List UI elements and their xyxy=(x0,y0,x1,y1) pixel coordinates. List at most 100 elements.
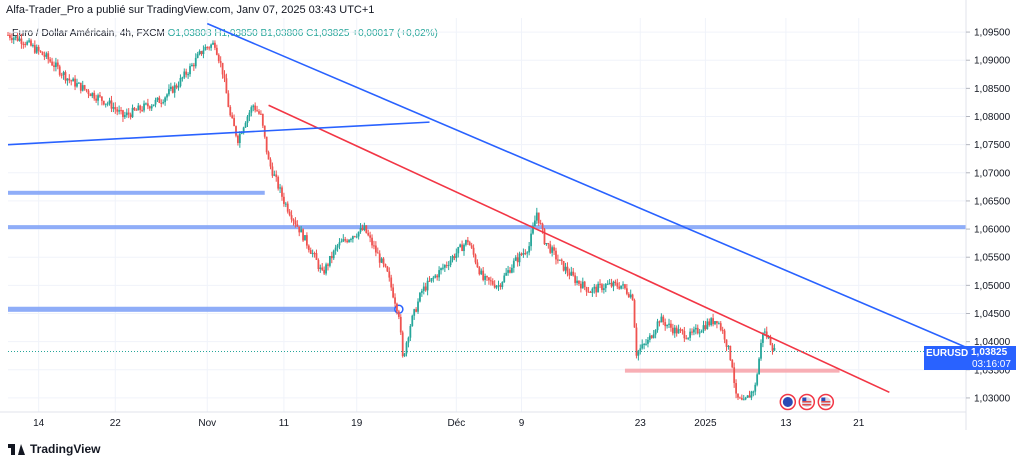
candle-body xyxy=(158,97,161,103)
candle-body xyxy=(712,318,714,325)
candle-body xyxy=(708,321,711,326)
candle-body xyxy=(256,110,258,112)
candle-body xyxy=(56,62,59,67)
candle-body xyxy=(135,109,138,111)
candle-body xyxy=(367,232,370,236)
candle-body xyxy=(564,266,567,271)
candle-body xyxy=(482,270,485,280)
candle-body xyxy=(315,253,318,260)
candle-body xyxy=(631,294,634,301)
candle-body xyxy=(16,36,19,41)
candle-body xyxy=(384,264,387,267)
candle-body xyxy=(499,285,502,287)
candle-body xyxy=(762,332,764,343)
candle-body xyxy=(79,82,82,91)
candle-body xyxy=(714,321,716,325)
time-axis: 14 22 Nov 11 19 Déc 9 23 2025 13 21 xyxy=(0,411,966,429)
candle-body xyxy=(558,259,561,261)
candle-body xyxy=(729,345,732,360)
candle-body xyxy=(353,236,356,238)
candle-body xyxy=(742,399,745,401)
candle-body xyxy=(442,267,444,269)
price-tick-label: 1,07000 xyxy=(974,168,1011,179)
candle-body xyxy=(461,244,463,252)
candle-body xyxy=(522,252,525,255)
candle-body xyxy=(369,235,372,238)
trendline-blue-ascending xyxy=(7,121,430,146)
candle-body xyxy=(744,397,747,400)
candle-body xyxy=(365,225,368,233)
candle-body xyxy=(164,97,167,103)
candle-body xyxy=(348,239,350,243)
candle-body xyxy=(579,283,582,289)
candle-body xyxy=(652,334,655,338)
symbol-name[interactable]: Euro / Dollar Américain, 4h, FXCM xyxy=(12,28,165,39)
candle-body xyxy=(694,327,697,330)
candle-body xyxy=(436,275,439,278)
candle-body xyxy=(737,393,739,398)
candle-body xyxy=(413,309,416,316)
candle-body xyxy=(286,203,289,212)
candle-body xyxy=(746,395,749,398)
candle-body xyxy=(754,384,757,392)
chart-grid xyxy=(8,18,966,412)
candle-body xyxy=(597,283,600,293)
candle-body xyxy=(85,89,88,91)
candle-body xyxy=(246,116,249,123)
candle-body xyxy=(403,353,406,357)
candle-body xyxy=(311,253,314,255)
candle-body xyxy=(512,260,515,268)
candle-body xyxy=(739,397,741,399)
candle-body xyxy=(654,330,657,335)
candle-body xyxy=(300,229,303,233)
candle-body xyxy=(250,107,253,113)
candle-body xyxy=(154,99,157,105)
candle-body xyxy=(643,344,646,346)
candle-body xyxy=(304,235,306,241)
candle-body xyxy=(480,270,483,275)
candle-body xyxy=(162,102,165,104)
candle-body xyxy=(212,42,214,45)
candle-body xyxy=(549,244,552,253)
event-markers xyxy=(779,393,835,411)
candle-body xyxy=(693,329,695,333)
candle-body xyxy=(10,37,13,41)
candle-body xyxy=(275,174,278,178)
candle-body xyxy=(269,159,272,167)
candle-body xyxy=(553,247,555,251)
candle-body xyxy=(242,127,245,133)
tradingview-branding[interactable]: TradingView xyxy=(8,442,100,456)
candle-body xyxy=(185,71,188,75)
candle-body xyxy=(206,46,209,48)
candle-body xyxy=(296,224,299,227)
candle-body xyxy=(340,241,343,243)
candle-body xyxy=(143,103,145,111)
candle-body xyxy=(537,212,540,224)
candle-body xyxy=(93,92,96,99)
candle-body xyxy=(645,343,647,345)
price-tick-label: 1,05000 xyxy=(974,281,1011,292)
candle-body xyxy=(641,344,644,349)
candle-body xyxy=(97,95,99,101)
price-tick-label: 1,03500 xyxy=(974,365,1011,376)
price-tick-label: 1,08500 xyxy=(974,84,1011,95)
candle-body xyxy=(627,293,630,298)
candle-body xyxy=(28,40,30,42)
candle-body xyxy=(313,253,316,255)
candle-body xyxy=(166,94,168,98)
candle-body xyxy=(309,250,312,254)
candle-body xyxy=(91,92,94,97)
time-tick-label: Déc xyxy=(447,418,465,429)
event-flag-us-icon xyxy=(798,393,816,411)
candle-body xyxy=(725,339,728,347)
candle-body xyxy=(160,102,163,104)
candle-body xyxy=(208,47,211,49)
candle-body xyxy=(465,240,467,245)
candle-body xyxy=(419,292,421,302)
candle-body xyxy=(217,54,220,62)
candle-body xyxy=(399,316,402,333)
candle-body xyxy=(376,252,379,254)
candle-body xyxy=(748,395,751,398)
candle-body xyxy=(359,227,362,232)
